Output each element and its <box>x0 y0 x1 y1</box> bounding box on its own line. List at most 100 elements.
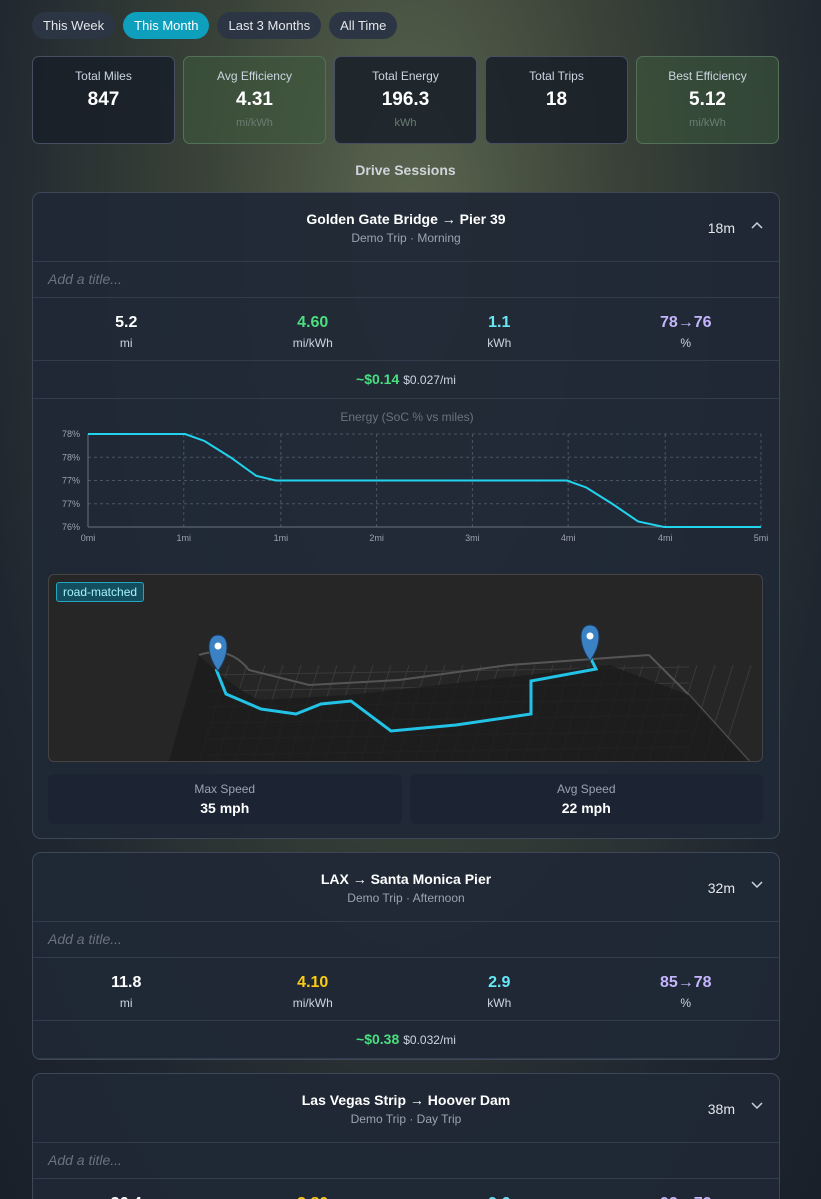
metric-value: 3.80 <box>220 1195 407 1199</box>
filter-pill[interactable]: This Week <box>32 12 116 39</box>
filter-pill[interactable]: This Month <box>123 12 210 39</box>
map-pin <box>580 624 600 662</box>
chart-title: Energy (SoC % vs miles) <box>340 410 473 424</box>
title-input[interactable]: Add a title... <box>33 922 779 958</box>
metric-value: 85→78 <box>659 974 712 991</box>
stat-value: 5.12 <box>689 89 726 110</box>
metric: 4.60 mi/kWh <box>220 298 407 360</box>
metric-unit: kWh <box>487 996 512 1010</box>
stat-unit: mi/kWh <box>236 117 273 129</box>
session-title: Las Vegas Strip → Hoover Dam <box>301 1092 511 1108</box>
metrics-row: 11.8 mi 4.10 mi/kWh 2.9 kWh 85→78% <box>33 958 779 1021</box>
route-map: road-matched <box>48 574 763 762</box>
session-duration: 32m <box>707 880 735 896</box>
chevron <box>751 1102 763 1110</box>
stat-value: 196.3 <box>381 89 430 110</box>
metric-value: 1.1 <box>488 314 511 331</box>
session-title: LAX → Santa Monica Pier <box>320 871 492 887</box>
title-input[interactable]: Add a title... <box>33 1143 779 1179</box>
speed-card: Max Speed 35 mph <box>48 774 402 824</box>
metric-unit: % <box>680 996 692 1010</box>
metric-unit: % <box>680 336 692 350</box>
session-header[interactable]: Las Vegas Strip → Hoover Dam Demo Trip · … <box>33 1074 779 1143</box>
stat-value: 18 <box>545 89 568 110</box>
land <box>169 655 749 761</box>
x-tick-label: 0mi <box>81 533 96 543</box>
cost: ~$0.38 <box>356 1031 400 1047</box>
stat-card: Total Energy 196.3 kWh <box>334 56 477 144</box>
y-tick-label: 77% <box>62 476 80 486</box>
filter-pill[interactable]: Last 3 Months <box>217 12 322 39</box>
map-drawing <box>169 624 752 761</box>
metric-unit: mi <box>119 336 133 350</box>
metric-unit: mi <box>119 996 133 1010</box>
metric: 2.9 kWh <box>406 958 593 1020</box>
stat-card: Best Efficiency 5.12 mi/kWh <box>636 56 779 144</box>
chevron <box>751 881 763 889</box>
x-tick-label: 4mi <box>561 533 576 543</box>
speed-value: 22 mph <box>561 800 611 816</box>
x-tick-label: 2mi <box>369 533 384 543</box>
stat-unit: kWh <box>394 117 417 129</box>
stat-card: Total Trips 18 <box>485 56 628 144</box>
y-tick-label: 78% <box>62 452 80 462</box>
metric: 9.6 <box>406 1179 593 1199</box>
metrics-row: 5.2 mi 4.60 mi/kWh 1.1 kWh 78→76% <box>33 298 779 361</box>
session-card: LAX → Santa Monica Pier Demo Trip · After… <box>32 852 780 1060</box>
cost-row: ~$0.14 $0.027/mi <box>33 361 779 399</box>
pin-dot <box>586 632 594 640</box>
speed-label: Max Speed <box>194 782 256 796</box>
stat-label: Total Miles <box>75 69 132 83</box>
title-input[interactable]: Add a title... <box>33 262 779 298</box>
chevron <box>751 221 763 229</box>
metric: 4.10 mi/kWh <box>220 958 407 1020</box>
stat-card: Avg Efficiency 4.31 mi/kWh <box>183 56 326 144</box>
metric-value: 78→76 <box>659 314 712 331</box>
y-tick-label: 78% <box>62 429 80 439</box>
stat-value: 847 <box>87 89 120 110</box>
session-subtitle: Demo Trip · Morning <box>351 231 461 245</box>
metric-unit: mi/kWh <box>292 996 333 1010</box>
stat-label: Total Trips <box>529 69 584 83</box>
metric: 78→76% <box>593 298 780 360</box>
metric-value: 5.2 <box>115 314 138 331</box>
energy-chart: Energy (SoC % vs miles) 78% 78% 77% 77% 76%0m… <box>62 410 768 543</box>
filter-pill[interactable]: All Time <box>329 12 398 39</box>
speed-value: 35 mph <box>200 800 250 816</box>
metric-unit: kWh <box>487 336 512 350</box>
stat-card: Total Miles 847 <box>32 56 175 144</box>
chevron-icon <box>751 221 763 229</box>
metric-unit: mi/kWh <box>292 336 333 350</box>
x-tick-label: 1mi <box>274 533 289 543</box>
metrics-row: 36.43.809.692→72 <box>33 1179 779 1199</box>
metric: 1.1 kWh <box>406 298 593 360</box>
metric-value: 4.60 <box>297 314 329 331</box>
speed-row: Max Speed 35 mph Avg Speed 22 mph <box>48 774 763 824</box>
stat-label: Best Efficiency <box>668 69 747 83</box>
x-tick-label: 3mi <box>465 533 480 543</box>
section-title: Drive Sessions <box>355 162 456 178</box>
metric-value: 11.8 <box>111 974 142 991</box>
stat-value: 4.31 <box>236 89 273 110</box>
session-header[interactable]: LAX → Santa Monica Pier Demo Trip · After… <box>33 853 779 922</box>
speed-card: Avg Speed 22 mph <box>409 774 763 824</box>
metric: 92→72 <box>593 1179 780 1199</box>
session-list: Golden Gate Bridge → Pier 39 Demo Trip · … <box>32 192 780 1199</box>
map-pin <box>208 634 228 672</box>
metric-value: 36.4 <box>33 1195 220 1199</box>
session-title: Golden Gate Bridge → Pier 39 <box>306 211 506 227</box>
chevron-icon <box>751 1102 763 1110</box>
session-card: Golden Gate Bridge → Pier 39 Demo Trip · … <box>32 192 780 839</box>
metric-value: 4.10 <box>297 974 329 991</box>
pin-dot <box>214 642 222 650</box>
cost-row: ~$0.38 $0.032/mi <box>33 1021 779 1059</box>
session-subtitle: Demo Trip · Afternoon <box>347 891 465 905</box>
session-header[interactable]: Golden Gate Bridge → Pier 39 Demo Trip · … <box>33 193 779 262</box>
chevron-icon <box>751 881 763 889</box>
x-tick-label: 1mi <box>177 533 192 543</box>
stat-label: Total Energy <box>372 69 439 83</box>
cost: ~$0.14 <box>356 371 400 387</box>
metric: 5.2 mi <box>33 298 220 360</box>
metric: 11.8 mi <box>33 958 220 1020</box>
